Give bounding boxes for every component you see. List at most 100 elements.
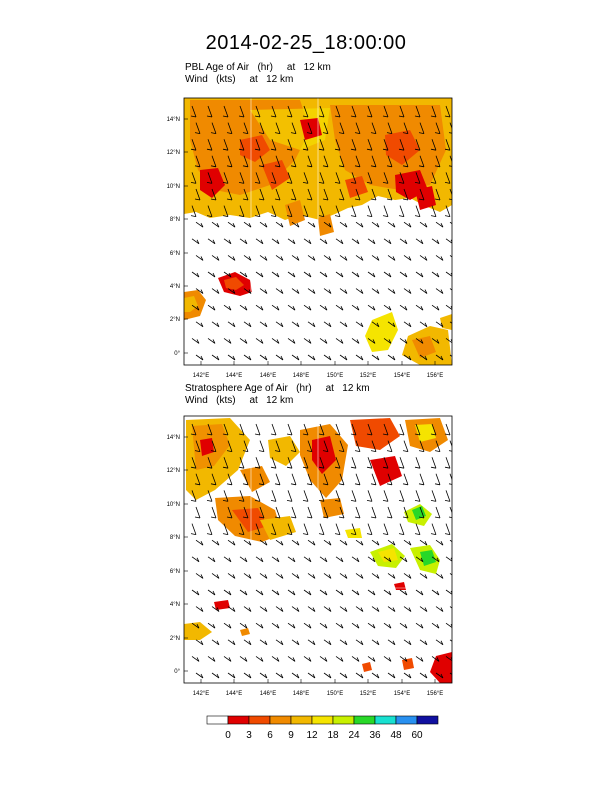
colorbar-label: 9 xyxy=(288,730,294,741)
wind-barb xyxy=(322,155,329,168)
wind-barb xyxy=(371,539,380,546)
wind-barb xyxy=(322,188,329,201)
wind-barb xyxy=(448,440,452,452)
wind-barb xyxy=(398,205,405,217)
wind-barb xyxy=(398,139,405,151)
wind-barb xyxy=(227,354,236,361)
wind-barb xyxy=(371,573,380,579)
panel2-wind-barbs xyxy=(190,423,452,679)
wind-barb xyxy=(319,556,328,563)
wind-barb xyxy=(287,338,296,344)
wind-barb xyxy=(449,606,452,609)
wind-barb xyxy=(419,221,428,228)
wind-barb xyxy=(238,105,245,118)
wind-barb xyxy=(370,440,377,452)
wind-barb xyxy=(255,238,264,245)
wind-barb xyxy=(238,172,245,184)
wind-barb xyxy=(291,255,300,261)
wind-barb xyxy=(367,622,376,629)
wind-barb xyxy=(206,172,213,184)
wind-barb xyxy=(191,304,200,311)
wind-barb xyxy=(354,440,361,452)
wind-barb xyxy=(303,338,312,344)
wind-barb xyxy=(242,122,249,134)
wind-barb xyxy=(206,105,213,118)
wind-barb xyxy=(339,321,348,328)
colorbar-swatch xyxy=(416,715,439,725)
wind-barb xyxy=(322,440,329,452)
wind-barb xyxy=(243,255,252,261)
wind-barb xyxy=(367,304,376,311)
wind-barb xyxy=(275,221,284,228)
panel1-xtick: 144°E xyxy=(226,373,242,379)
panel2-xtick: 154°E xyxy=(394,691,410,697)
wind-barb xyxy=(435,354,444,361)
wind-barb xyxy=(415,338,424,344)
wind-barb xyxy=(258,506,265,519)
wind-barb xyxy=(419,321,428,328)
wind-barb xyxy=(211,606,220,612)
wind-barb xyxy=(207,656,216,662)
wind-barb xyxy=(302,205,309,217)
wind-barb xyxy=(302,423,309,436)
wind-barb xyxy=(387,573,396,579)
panel1-xtick: 154°E xyxy=(394,373,410,379)
wind-barb xyxy=(418,506,425,519)
wind-barb xyxy=(259,539,268,546)
wind-barb xyxy=(355,539,364,546)
wind-barb xyxy=(319,589,328,596)
wind-barb xyxy=(444,423,451,436)
colorbar: 0 3 6 9 12 18 24 36 48 60 xyxy=(206,715,439,741)
wind-barb xyxy=(291,606,300,612)
wind-barb xyxy=(355,288,364,294)
wind-barb xyxy=(254,423,261,436)
wind-barb xyxy=(382,205,389,217)
wind-barb xyxy=(227,255,236,261)
wind-barb xyxy=(306,155,313,168)
wind-barb xyxy=(271,589,280,596)
wind-barb xyxy=(338,473,345,486)
wind-barb xyxy=(430,205,437,217)
wind-barb xyxy=(419,639,428,646)
panel1-ytick: 14°N xyxy=(167,117,180,123)
wind-barb xyxy=(238,490,245,502)
wind-barb xyxy=(255,556,264,563)
wind-barb xyxy=(418,473,425,486)
wind-barb xyxy=(226,473,233,486)
wind-barb xyxy=(339,573,348,579)
wind-barb xyxy=(334,139,341,151)
wind-barb xyxy=(291,288,300,294)
wind-barb xyxy=(339,672,348,679)
wind-barb xyxy=(319,238,328,245)
colorbar-swatch xyxy=(395,715,418,725)
wind-barb xyxy=(435,672,444,679)
wind-barb xyxy=(444,172,451,184)
wind-barb xyxy=(386,473,393,486)
wind-barb xyxy=(271,238,280,245)
wind-barb xyxy=(286,457,293,469)
panel1-map xyxy=(183,97,453,366)
panel1-field-label: PBL Age of Air (hr) at 12 km xyxy=(185,62,331,73)
wind-barb xyxy=(449,255,452,258)
panel1-ytick: 4°N xyxy=(170,284,180,290)
wind-barb xyxy=(195,539,204,546)
wind-barb xyxy=(274,440,281,452)
wind-barb xyxy=(270,523,277,535)
wind-barb xyxy=(383,338,392,344)
panel2-ytick: 14°N xyxy=(167,435,180,441)
panel1-gridlines xyxy=(184,98,452,365)
wind-barb xyxy=(191,271,200,278)
wind-barb xyxy=(274,188,281,201)
wind-barb xyxy=(258,155,265,168)
wind-barb xyxy=(239,556,248,563)
wind-barb xyxy=(255,589,264,596)
colorbar-swatch xyxy=(227,715,250,725)
wind-barb xyxy=(227,321,236,328)
wind-barb xyxy=(287,238,296,245)
wind-barb xyxy=(419,255,428,261)
wind-barb xyxy=(399,271,408,278)
wind-barb xyxy=(191,589,200,596)
wind-barb xyxy=(339,221,348,228)
wind-barb xyxy=(190,423,197,436)
